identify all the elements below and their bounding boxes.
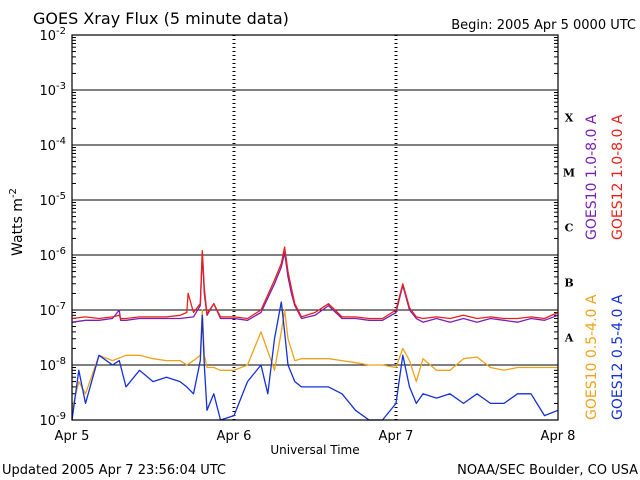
y-tick-label: 10-4 — [39, 136, 66, 154]
begin-label: Begin: 2005 Apr 5 0000 UTC — [451, 18, 636, 33]
x-tick-labels: Apr 5 Apr 6 Apr 7 Apr 8 — [55, 429, 576, 444]
y-tick-label: 10-6 — [39, 246, 66, 264]
flare-class-label: B — [564, 277, 573, 290]
flare-class-label: C — [565, 222, 574, 235]
series-line-goes12-0-5-4-0-a — [71, 301, 559, 421]
y-axis-label-exponent: -2 — [8, 188, 19, 198]
legend-label: GOES12 1.0-8.0 A — [610, 114, 626, 240]
x-axis-label: Universal Time — [270, 443, 359, 457]
x-tick-label: Apr 7 — [379, 429, 414, 444]
flare-class-labels: X M C B A — [563, 112, 575, 345]
y-tick-label: 10-7 — [39, 301, 66, 319]
y-tick-label: 10-5 — [39, 191, 66, 209]
chart-title: GOES Xray Flux (5 minute data) — [33, 9, 289, 28]
legend-item: GOES12 1.0-8.0 A — [610, 114, 626, 240]
legend-label: GOES10 1.0-8.0 A — [584, 114, 600, 240]
legend-item: GOES10 1.0-8.0 A — [584, 114, 600, 240]
x-tick-label: Apr 5 — [55, 429, 90, 444]
y-tick-label: 10-2 — [39, 26, 66, 44]
series-line-goes12-1-0-8-0-a — [71, 246, 559, 320]
y-tick-label: 10-9 — [39, 411, 66, 429]
series-line-goes10-1-0-8-0-a — [71, 252, 559, 323]
series-line-goes10-0-5-4-0-a — [71, 309, 558, 411]
legend-label: GOES12 0.5-4.0 A — [610, 294, 626, 420]
legend: GOES10 1.0-8.0 A GOES12 1.0-8.0 A GOES10 0… — [584, 114, 626, 420]
y-tick-label: 10-8 — [39, 356, 66, 374]
flare-class-label: M — [563, 167, 575, 180]
legend-label: GOES10 0.5-4.0 A — [584, 294, 600, 420]
plot-area — [72, 35, 558, 420]
flare-class-label: A — [564, 332, 574, 345]
y-tick-labels: 10-2 10-3 10-4 10-5 10-6 10-7 10-8 10-9 — [39, 26, 66, 429]
flare-class-label: X — [565, 112, 574, 125]
legend-item: GOES10 0.5-4.0 A — [584, 294, 600, 420]
legend-item: GOES12 0.5-4.0 A — [610, 294, 626, 420]
y-axis-label: Watts m-2 — [8, 188, 26, 256]
x-tick-label: Apr 6 — [217, 429, 252, 444]
y-axis-label-text: Watts m — [10, 198, 26, 256]
plot-frame — [71, 34, 559, 421]
updated-label: Updated 2005 Apr 7 23:56:04 UTC — [2, 463, 226, 478]
y-tick-label: 10-3 — [39, 81, 66, 99]
credit-label: NOAA/SEC Boulder, CO USA — [457, 463, 638, 478]
series-layer — [71, 246, 559, 421]
svg-text:Watts m-2: Watts m-2 — [8, 188, 26, 256]
x-tick-label: Apr 8 — [541, 429, 576, 444]
